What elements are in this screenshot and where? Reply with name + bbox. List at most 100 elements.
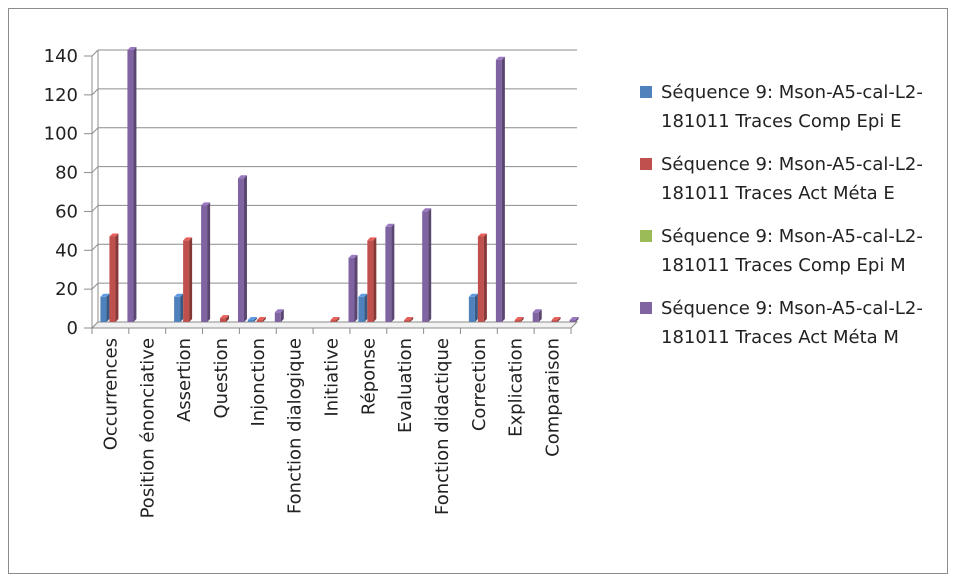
bar-top bbox=[532, 309, 542, 313]
bar-top bbox=[237, 175, 247, 179]
bar-front bbox=[477, 236, 484, 322]
x-tick-label: Assertion bbox=[174, 338, 195, 422]
bar bbox=[569, 317, 579, 322]
bar-side bbox=[364, 293, 368, 322]
legend-swatch-3 bbox=[640, 230, 652, 242]
bar-top bbox=[247, 317, 257, 321]
bar bbox=[532, 309, 542, 322]
bar-side bbox=[373, 237, 377, 322]
y-tick-label: 20 bbox=[55, 279, 78, 300]
bar-side bbox=[180, 293, 184, 322]
gridline-depth bbox=[91, 127, 99, 135]
y-tick-label: 80 bbox=[55, 163, 78, 184]
bar-side bbox=[354, 254, 358, 322]
bar-top bbox=[495, 56, 505, 60]
bar-side bbox=[501, 56, 505, 322]
bar-top bbox=[514, 317, 524, 321]
y-tick-label: 140 bbox=[44, 46, 78, 67]
bar-top bbox=[183, 237, 193, 241]
bar-front bbox=[219, 318, 226, 322]
bar-front bbox=[237, 178, 244, 322]
x-tick-label: Fonction didactique bbox=[432, 338, 453, 515]
x-tick-label: Injonction bbox=[248, 338, 269, 427]
bar-side bbox=[483, 233, 487, 322]
bar-front bbox=[404, 320, 411, 322]
legend-item-series-3: Séquence 9: Mson-A5-cal-L2-181011 Traces… bbox=[640, 222, 950, 280]
legend-swatch-4 bbox=[640, 302, 652, 314]
bar-side bbox=[115, 233, 119, 322]
y-tick-label: 40 bbox=[55, 240, 78, 261]
x-tick-label: Initiative bbox=[322, 338, 343, 417]
legend-swatch-2 bbox=[640, 158, 652, 170]
bar-side bbox=[189, 237, 193, 322]
bar-front bbox=[551, 320, 558, 322]
bar-side bbox=[133, 47, 137, 322]
bar-front bbox=[174, 296, 181, 322]
bar-front bbox=[100, 296, 107, 322]
x-axis-floor bbox=[90, 321, 579, 329]
bar bbox=[109, 233, 119, 322]
x-tick-label: Fonction dialogique bbox=[285, 338, 306, 514]
y-tick-label: 120 bbox=[44, 85, 78, 106]
bar bbox=[237, 175, 247, 322]
bar-front bbox=[422, 211, 429, 322]
bar bbox=[256, 317, 266, 322]
bar-front bbox=[495, 59, 502, 322]
x-tick-label: Comparaison bbox=[543, 338, 564, 457]
bar-front bbox=[348, 257, 355, 322]
bar-top bbox=[274, 309, 284, 313]
bar-side bbox=[538, 309, 542, 322]
x-tick-label: Réponse bbox=[358, 338, 379, 415]
gridline-depth bbox=[91, 166, 99, 173]
bar-side bbox=[520, 317, 524, 322]
bar bbox=[404, 317, 414, 322]
bar-front bbox=[183, 240, 190, 322]
bar-side bbox=[474, 293, 478, 322]
bar-top bbox=[422, 208, 432, 212]
x-tick-label: Position énonciative bbox=[137, 338, 158, 518]
bar-top bbox=[100, 293, 110, 297]
x-tick-label: Evaluation bbox=[395, 338, 416, 433]
bar bbox=[358, 293, 368, 322]
bar-top bbox=[385, 223, 395, 227]
bar bbox=[551, 317, 561, 322]
bar bbox=[468, 293, 478, 322]
legend-item-series-2: Séquence 9: Mson-A5-cal-L2-181011 Traces… bbox=[640, 150, 950, 208]
bar bbox=[477, 233, 487, 322]
gridline-depth bbox=[91, 243, 99, 251]
bar-top bbox=[219, 315, 229, 319]
bar-top bbox=[367, 237, 377, 241]
x-tick-label: Occurrences bbox=[100, 338, 121, 450]
y-tick-label: 0 bbox=[67, 318, 78, 339]
bar bbox=[422, 208, 432, 322]
gridline-depth bbox=[91, 49, 99, 57]
legend-swatch-1 bbox=[640, 86, 652, 98]
bar-front bbox=[385, 226, 392, 322]
bar-top bbox=[569, 317, 579, 321]
bar-top bbox=[127, 47, 137, 50]
bar-front bbox=[109, 236, 116, 322]
gridline-depth bbox=[91, 88, 99, 96]
bar-side bbox=[336, 317, 340, 322]
bar bbox=[100, 293, 110, 322]
bar-front bbox=[201, 205, 208, 322]
bar-front bbox=[330, 320, 337, 322]
x-tick-label: Correction bbox=[469, 338, 490, 431]
bar bbox=[385, 223, 395, 322]
bar bbox=[127, 47, 137, 322]
bar-front bbox=[274, 312, 281, 322]
legend-item-series-1: Séquence 9: Mson-A5-cal-L2-181011 Traces… bbox=[640, 78, 950, 136]
legend-label-1: Séquence 9: Mson-A5-cal-L2-181011 Traces… bbox=[661, 82, 923, 132]
legend-label-3: Séquence 9: Mson-A5-cal-L2-181011 Traces… bbox=[661, 226, 923, 276]
bar-top bbox=[201, 202, 211, 206]
legend-item-series-4: Séquence 9: Mson-A5-cal-L2-181011 Traces… bbox=[640, 294, 950, 352]
bar bbox=[219, 315, 229, 322]
y-tick-label: 100 bbox=[44, 124, 78, 145]
bar bbox=[367, 237, 377, 322]
bar-front bbox=[247, 320, 254, 322]
bar-side bbox=[391, 223, 395, 322]
bar-side bbox=[428, 208, 432, 322]
legend-label-4: Séquence 9: Mson-A5-cal-L2-181011 Traces… bbox=[661, 298, 923, 348]
gridline-depth bbox=[91, 205, 99, 212]
